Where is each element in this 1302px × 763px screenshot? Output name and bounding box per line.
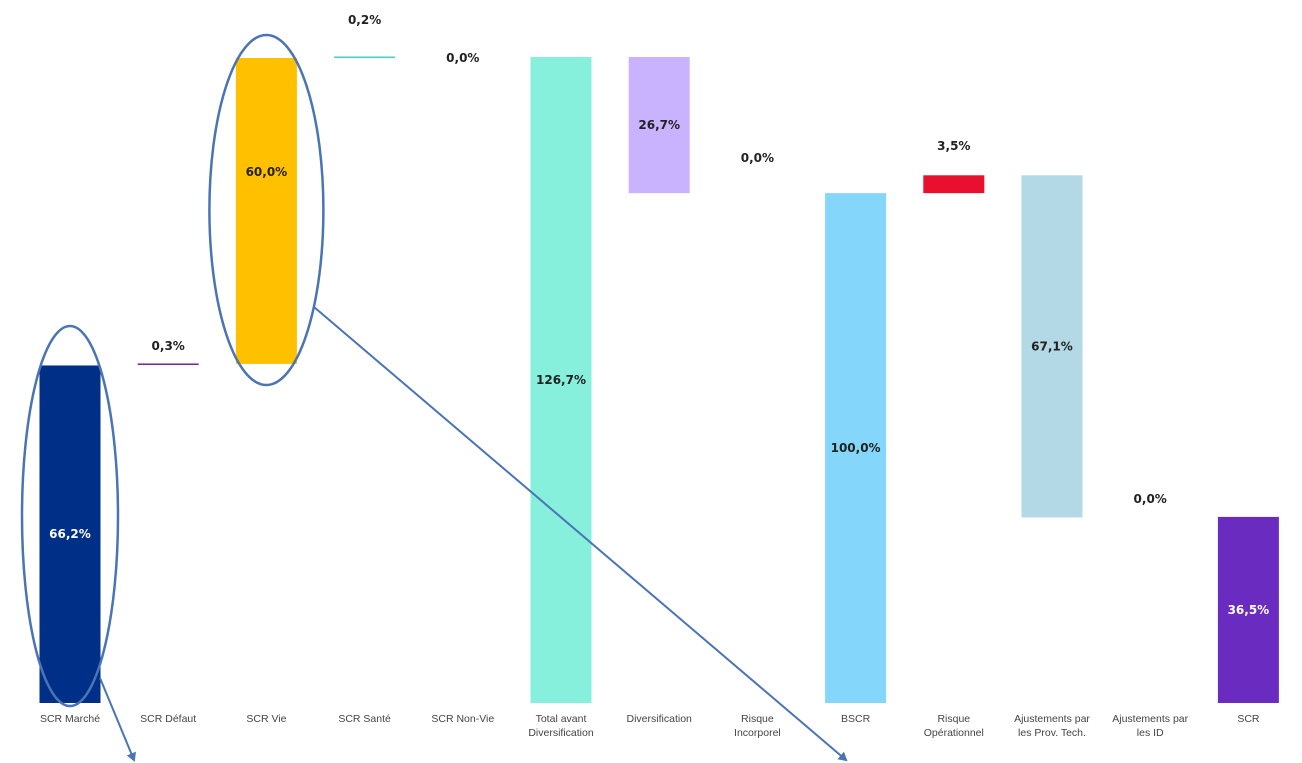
annotation-arrow-scr-vie [313, 306, 848, 762]
data-label-7: 0,0% [741, 151, 774, 165]
bar-1 [137, 363, 199, 366]
bar-10 [1021, 175, 1083, 518]
data-label-5: 126,7% [536, 373, 586, 387]
category-label-6: Diversification [627, 713, 693, 725]
annotation-arrow-scr-marche [99, 677, 136, 762]
data-label-6: 26,7% [638, 118, 680, 132]
data-label-10: 67,1% [1031, 339, 1073, 353]
bars-layer [39, 56, 1279, 704]
category-label-5-line-1: Diversification [528, 727, 594, 739]
bar-9 [923, 175, 985, 194]
category-label-4: SCR Non-Vie [431, 713, 494, 725]
category-label-9-line-0: Risque [937, 713, 970, 725]
category-label-5-line-0: Total avant [536, 713, 587, 725]
data-label-12: 36,5% [1228, 603, 1270, 617]
category-label-1: SCR Défaut [140, 713, 196, 725]
category-label-7-line-0: Risque [741, 713, 774, 725]
category-labels-layer: SCR Marché SCR Défaut SCR Vie SCR Santé SCR … [40, 713, 1260, 739]
category-label-8: BSCR [841, 713, 871, 725]
bar-6 [628, 57, 690, 194]
category-label-10-line-0: Ajustements par [1014, 713, 1090, 725]
data-label-1: 0,3% [152, 339, 185, 353]
bar-12 [1217, 516, 1279, 703]
data-label-0: 66,2% [49, 527, 91, 541]
bar-8 [825, 193, 887, 704]
data-label-11: 0,0% [1134, 492, 1167, 506]
bar-3 [334, 56, 396, 59]
category-label-11-line-1: les ID [1137, 727, 1164, 739]
category-label-9-line-1: Opérationnel [924, 727, 984, 739]
data-label-4: 0,0% [446, 51, 479, 65]
bar-0 [39, 365, 101, 703]
bar-5 [530, 57, 592, 703]
category-label-7-line-1: Incorporel [734, 727, 781, 739]
data-labels-layer: 66,2% 0,3% 60,0% 0,2% 0,0% 126,7% 26,7% 0,0% 100… [49, 13, 1269, 617]
category-label-2: SCR Vie [246, 713, 286, 725]
data-label-3: 0,2% [348, 13, 381, 27]
data-label-8: 100,0% [831, 441, 881, 455]
category-label-11-line-0: Ajustements par [1112, 713, 1188, 725]
highlight-ellipse-scr-vie [208, 33, 325, 387]
category-label-0: SCR Marché [40, 713, 100, 725]
data-label-2: 60,0% [246, 165, 288, 179]
category-label-10-line-1: les Prov. Tech. [1018, 727, 1086, 739]
highlight-ellipse-scr-marche [20, 324, 120, 708]
data-label-9: 3,5% [937, 139, 970, 153]
annotations-layer [20, 33, 848, 762]
bar-2 [235, 58, 297, 364]
category-label-12: SCR [1237, 713, 1260, 725]
category-label-3: SCR Santé [338, 713, 391, 725]
